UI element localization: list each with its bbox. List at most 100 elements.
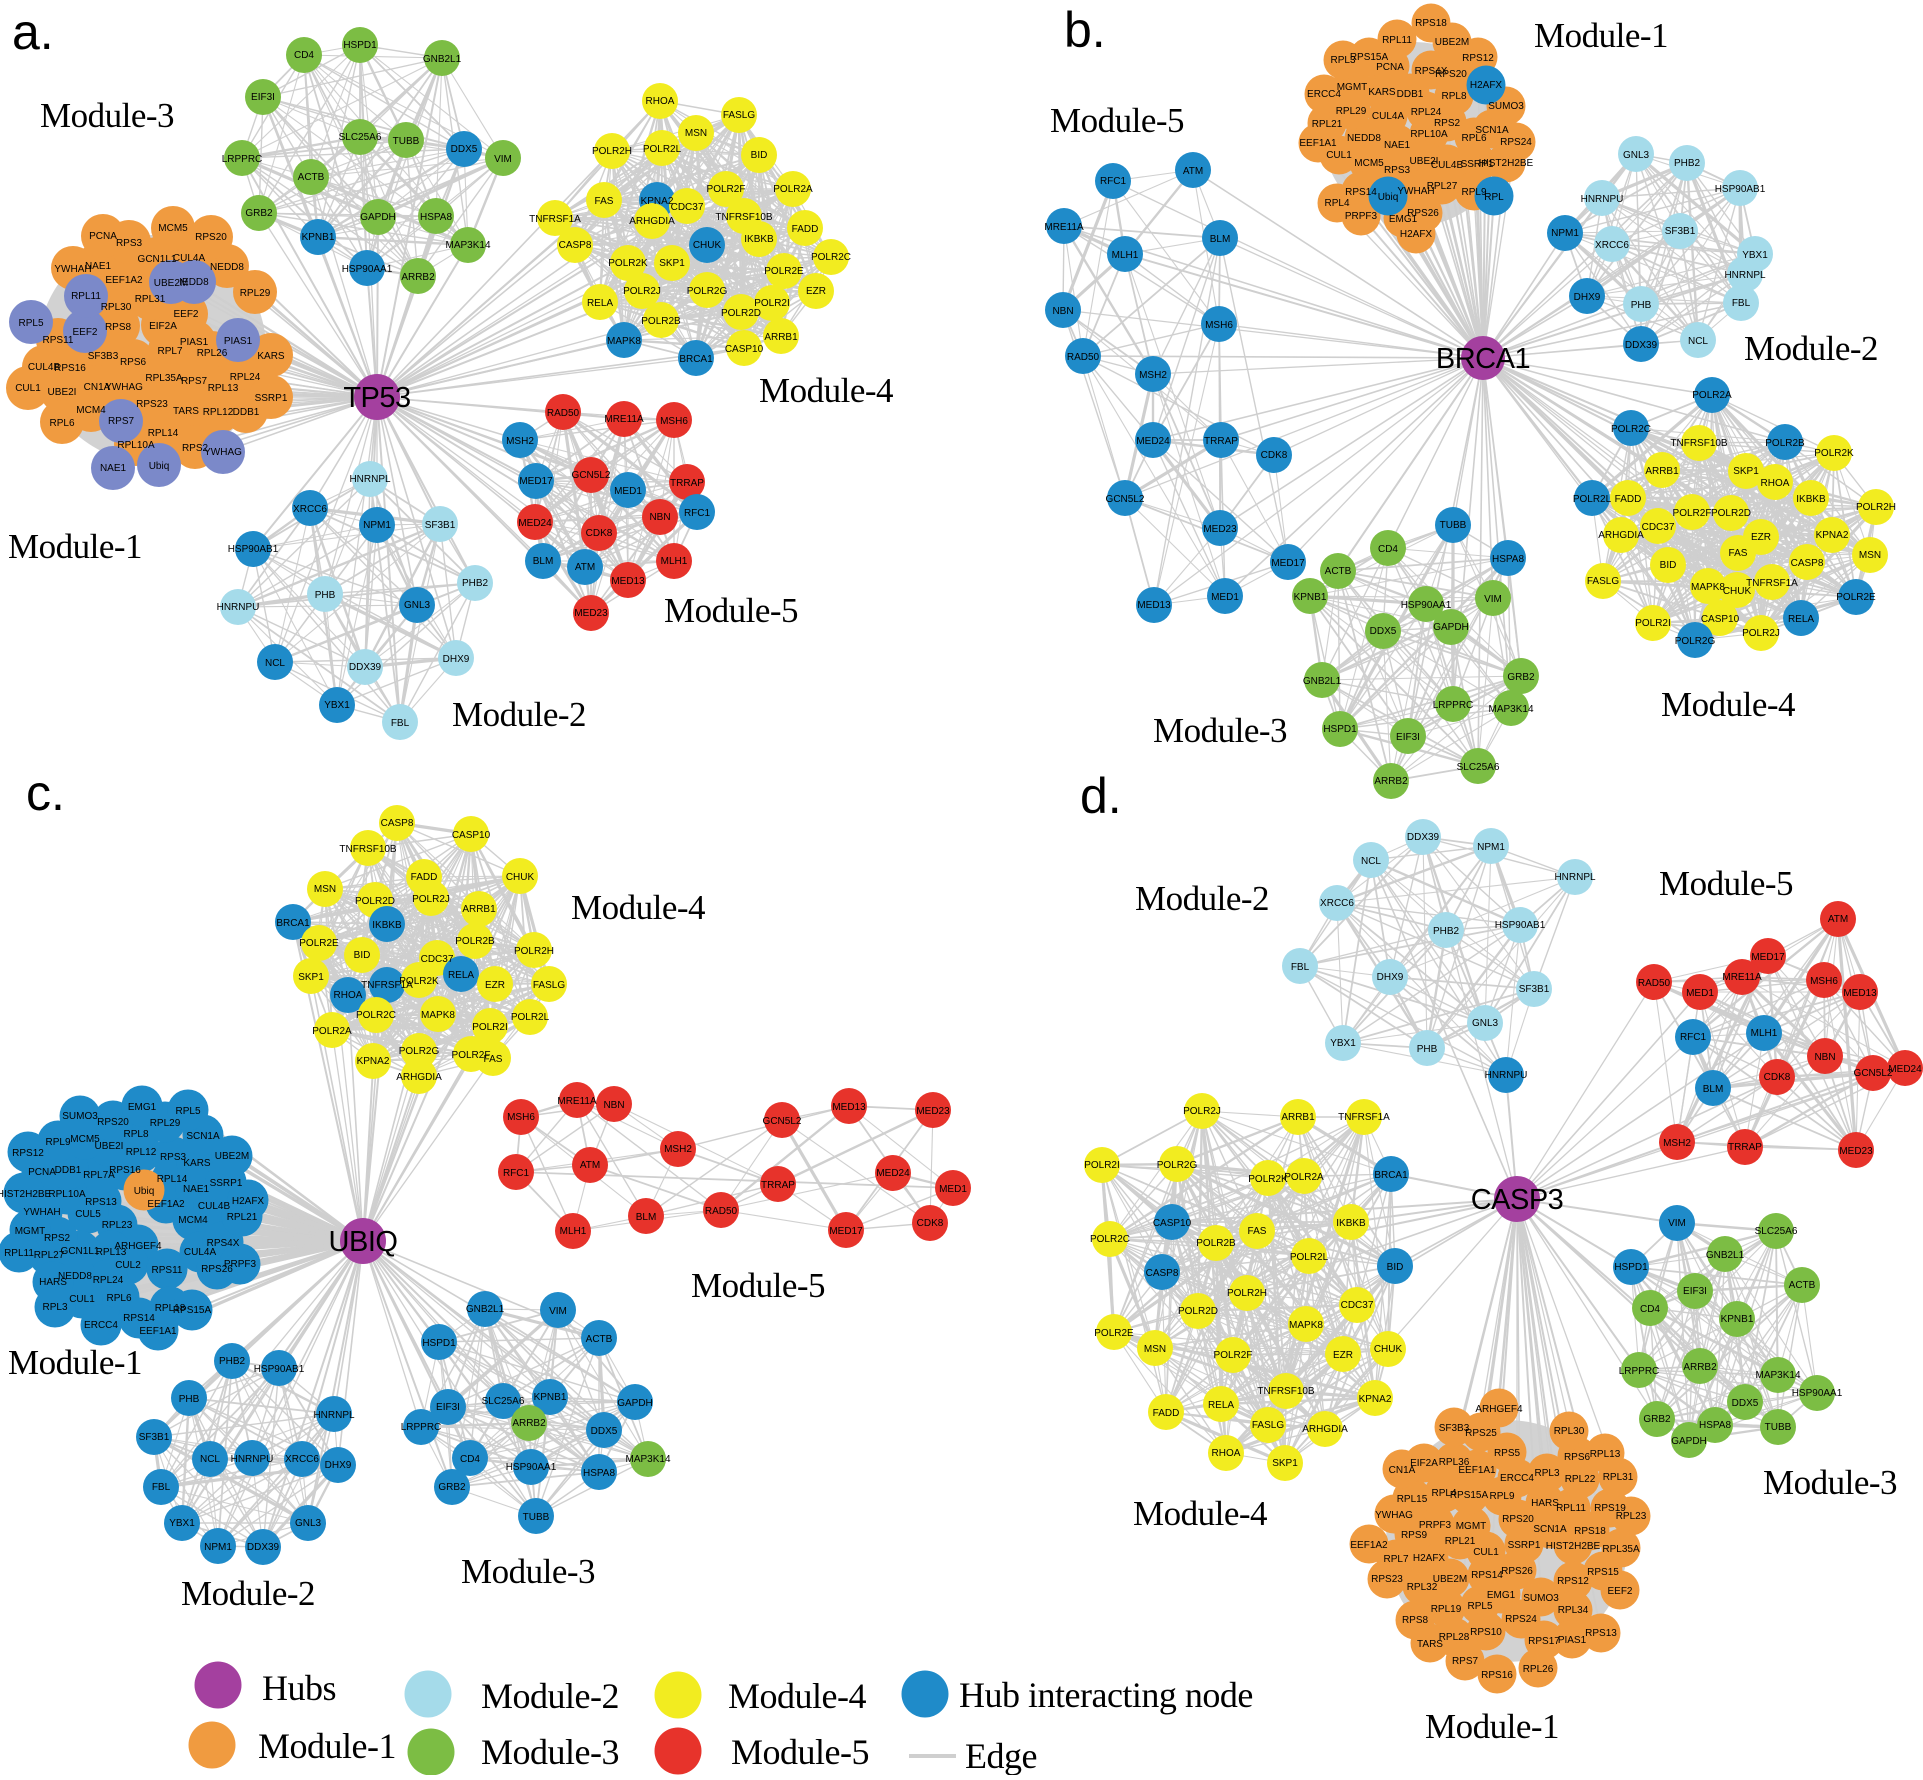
svg-text:CASP10: CASP10 — [725, 344, 764, 355]
svg-text:POLR2H: POLR2H — [1227, 1288, 1267, 1299]
svg-text:MSH6: MSH6 — [507, 1112, 535, 1123]
svg-text:MLH1: MLH1 — [661, 556, 688, 567]
svg-text:EZR: EZR — [1333, 1350, 1353, 1361]
svg-text:EEF1A2: EEF1A2 — [1350, 1540, 1388, 1551]
svg-text:ARRB2: ARRB2 — [401, 272, 435, 283]
svg-text:GNL3: GNL3 — [295, 1518, 322, 1529]
svg-text:Hubs: Hubs — [262, 1668, 336, 1708]
svg-text:Module-4: Module-4 — [728, 1676, 866, 1716]
svg-text:TNFRSF1A: TNFRSF1A — [529, 214, 581, 225]
svg-text:MED13: MED13 — [1843, 988, 1877, 999]
svg-text:CDC37: CDC37 — [1341, 1300, 1374, 1311]
svg-text:POLR2J: POLR2J — [1183, 1106, 1221, 1117]
svg-text:SUMO3: SUMO3 — [1488, 101, 1524, 112]
svg-text:RPS7: RPS7 — [108, 416, 135, 427]
svg-text:RELA: RELA — [587, 298, 613, 309]
svg-text:RPL4: RPL4 — [1324, 198, 1349, 209]
svg-text:FBL: FBL — [1732, 298, 1751, 309]
svg-text:POLR2D: POLR2D — [1178, 1306, 1218, 1317]
svg-text:BID: BID — [1387, 1262, 1404, 1273]
svg-text:DDX5: DDX5 — [1732, 1398, 1759, 1409]
svg-text:ACTB: ACTB — [298, 172, 325, 183]
svg-text:RPS13: RPS13 — [1585, 1628, 1617, 1639]
svg-text:a.: a. — [12, 4, 54, 60]
svg-text:BRCA1: BRCA1 — [276, 918, 310, 929]
svg-text:POLR2H: POLR2H — [592, 146, 632, 157]
svg-text:ATM: ATM — [575, 562, 595, 573]
svg-text:FBL: FBL — [1291, 962, 1310, 973]
svg-text:RPS18: RPS18 — [1415, 18, 1447, 29]
svg-text:RPL14: RPL14 — [148, 428, 179, 439]
svg-text:RPL26: RPL26 — [1523, 1664, 1554, 1675]
svg-text:POLR2B: POLR2B — [1765, 438, 1805, 449]
svg-text:RPL21: RPL21 — [1445, 1536, 1476, 1547]
svg-text:RPL6: RPL6 — [106, 1293, 131, 1304]
svg-text:POLR2I: POLR2I — [472, 1022, 508, 1033]
svg-text:KPNA2: KPNA2 — [1359, 1394, 1392, 1405]
svg-text:HSPA8: HSPA8 — [1492, 554, 1524, 565]
svg-text:MED24: MED24 — [518, 518, 552, 529]
svg-text:SKP1: SKP1 — [659, 258, 685, 269]
svg-text:RPL7: RPL7 — [1383, 1554, 1408, 1565]
svg-text:ATM: ATM — [1183, 166, 1203, 177]
svg-text:POLR2J: POLR2J — [412, 894, 450, 905]
svg-text:POLR2G: POLR2G — [1157, 1160, 1198, 1171]
svg-text:SSRP1: SSRP1 — [1508, 1540, 1541, 1551]
svg-text:CD4: CD4 — [1640, 1304, 1660, 1315]
svg-text:TUBB: TUBB — [523, 1512, 550, 1523]
svg-text:SF3B3: SF3B3 — [88, 351, 119, 362]
svg-text:RPL23: RPL23 — [102, 1220, 133, 1231]
svg-text:RPS24: RPS24 — [1505, 1614, 1537, 1625]
svg-text:TNFRSF1A: TNFRSF1A — [361, 980, 413, 991]
svg-text:CHUK: CHUK — [693, 240, 722, 251]
svg-text:CASP8: CASP8 — [1146, 1268, 1179, 1279]
svg-text:IKBKB: IKBKB — [1796, 494, 1826, 505]
svg-text:RPL6: RPL6 — [49, 418, 74, 429]
svg-text:MED13: MED13 — [832, 1102, 866, 1113]
svg-text:EIF3I: EIF3I — [436, 1402, 460, 1413]
svg-text:TUBB: TUBB — [393, 136, 420, 147]
svg-text:ARHGDIA: ARHGDIA — [1302, 1424, 1348, 1435]
svg-text:RPS2: RPS2 — [182, 443, 209, 454]
svg-text:RPS20: RPS20 — [195, 232, 227, 243]
svg-text:MED24: MED24 — [1888, 1064, 1922, 1075]
svg-text:PRPF3: PRPF3 — [224, 1259, 257, 1270]
svg-text:SF3B3: SF3B3 — [1439, 1423, 1470, 1434]
svg-text:Module-2: Module-2 — [481, 1676, 619, 1716]
svg-text:CASP10: CASP10 — [452, 830, 491, 841]
svg-text:RPS23: RPS23 — [136, 399, 168, 410]
svg-text:CHUK: CHUK — [1374, 1344, 1403, 1355]
svg-text:DDB1: DDB1 — [55, 1165, 82, 1176]
svg-text:MAPK8: MAPK8 — [1289, 1320, 1323, 1331]
svg-text:ARRB2: ARRB2 — [1374, 776, 1408, 787]
svg-text:BLM: BLM — [636, 1212, 657, 1223]
svg-text:RHOA: RHOA — [1761, 478, 1790, 489]
svg-text:RPL11: RPL11 — [4, 1248, 34, 1259]
svg-text:RPL31: RPL31 — [1603, 1472, 1634, 1483]
svg-text:RPL18: RPL18 — [155, 1303, 186, 1314]
svg-text:RPL8: RPL8 — [123, 1129, 148, 1140]
svg-text:FADD: FADD — [1615, 494, 1642, 505]
svg-text:HNRNPL: HNRNPL — [1554, 872, 1596, 883]
svg-text:RPL12: RPL12 — [203, 407, 234, 418]
svg-text:RPS6: RPS6 — [1564, 1452, 1591, 1463]
svg-text:EEF1A1: EEF1A1 — [1299, 138, 1337, 149]
svg-text:RPL13: RPL13 — [208, 383, 239, 394]
svg-text:KPNB1: KPNB1 — [302, 232, 335, 243]
svg-text:HSPA8: HSPA8 — [1699, 1420, 1731, 1431]
svg-text:ACTB: ACTB — [586, 1334, 613, 1345]
svg-text:RPS12: RPS12 — [1462, 53, 1494, 64]
svg-text:POLR2F: POLR2F — [452, 1050, 491, 1061]
svg-text:Module-5: Module-5 — [1050, 101, 1184, 140]
svg-text:NAE1: NAE1 — [183, 1184, 210, 1195]
svg-text:RPL32: RPL32 — [1407, 1582, 1438, 1593]
svg-text:GAPDH: GAPDH — [1433, 622, 1469, 633]
svg-text:RFC1: RFC1 — [1680, 1032, 1707, 1043]
svg-text:TNFRSF10B: TNFRSF10B — [1257, 1386, 1315, 1397]
svg-text:BLM: BLM — [533, 556, 554, 567]
svg-text:MED17: MED17 — [1751, 952, 1785, 963]
svg-text:POLR2F: POLR2F — [707, 184, 746, 195]
svg-text:LRPPRC: LRPPRC — [222, 154, 263, 165]
svg-text:PCNA: PCNA — [1376, 62, 1404, 73]
svg-text:KPNA2: KPNA2 — [641, 196, 674, 207]
